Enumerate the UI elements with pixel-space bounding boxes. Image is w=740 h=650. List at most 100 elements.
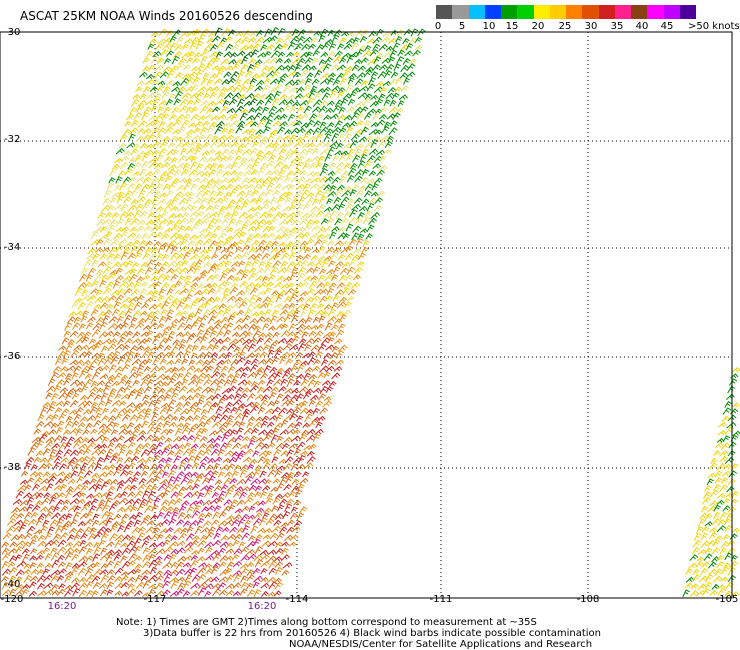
wind-barb [270, 386, 279, 393]
wind-barb [184, 395, 194, 402]
wind-barb [93, 531, 103, 540]
wind-barb [244, 190, 253, 198]
wind-barb [155, 351, 165, 358]
wind-barb [183, 133, 192, 141]
wind-barb [281, 569, 290, 576]
wind-barb [236, 98, 245, 108]
wind-barb [73, 534, 81, 541]
wind-barb [111, 163, 120, 170]
wind-barb [206, 437, 216, 444]
colorbar-tick-label: 45 [660, 21, 674, 32]
wind-barb [156, 85, 165, 93]
wind-barb [85, 581, 94, 589]
wind-barb [63, 429, 71, 436]
wind-barb [139, 93, 148, 100]
wind-barb [151, 218, 162, 225]
wind-barb [227, 533, 236, 541]
wind-barb [128, 273, 138, 282]
wind-barb [145, 188, 156, 197]
wind-barb [168, 113, 177, 121]
wind-barb [195, 232, 206, 240]
wind-barb [45, 392, 53, 400]
wind-barb [163, 65, 172, 73]
wind-barb [86, 441, 97, 450]
wind-barb [21, 548, 30, 555]
wind-barb [231, 470, 239, 478]
wind-barb [227, 267, 237, 274]
wind-barb [81, 289, 89, 297]
wind-barb [93, 419, 102, 428]
wind-barb [36, 590, 47, 597]
wind-barb [99, 553, 110, 561]
lon-label: -114 [285, 594, 309, 605]
wind-barb [130, 288, 140, 297]
wind-barb [216, 163, 225, 170]
wind-barb [29, 575, 39, 582]
wind-barb [116, 506, 126, 513]
wind-barb [343, 133, 352, 143]
wind-barb [252, 500, 261, 507]
wind-barb [714, 477, 723, 484]
wind-barb [296, 127, 306, 134]
wind-barb [70, 379, 80, 387]
wind-barb [238, 350, 246, 358]
wind-barb [250, 525, 259, 534]
wind-barb [275, 64, 285, 72]
wind-barb [289, 534, 299, 541]
wind-barb [306, 72, 314, 79]
wind-barb [366, 202, 375, 212]
wind-barb [137, 128, 146, 134]
wind-barb [296, 323, 306, 331]
wind-barb [228, 98, 238, 106]
wind-barb [234, 245, 243, 254]
wind-barb [92, 513, 100, 521]
wind-barb [265, 450, 273, 458]
wind-barb [35, 450, 44, 457]
wind-barb [190, 155, 198, 163]
wind-barb [67, 338, 76, 345]
wind-barb [149, 443, 157, 450]
wind-barb [100, 481, 109, 491]
wind-barb [195, 359, 204, 366]
wind-barb [312, 99, 323, 108]
wind-barb [166, 121, 175, 128]
wind-barb [256, 507, 265, 513]
wind-barb [206, 505, 216, 512]
wind-barb [229, 120, 240, 128]
wind-barb [234, 176, 242, 183]
wind-barb [158, 121, 166, 128]
wind-barb [113, 513, 122, 520]
wind-barb [186, 334, 195, 344]
wind-barb [246, 561, 255, 568]
wind-barb [724, 525, 733, 533]
wind-barb [268, 391, 277, 400]
wind-barb [333, 55, 343, 64]
wind-barb [172, 80, 181, 87]
wind-barb [72, 440, 82, 449]
wind-barb [315, 421, 323, 429]
wind-barb [237, 379, 248, 386]
wind-barb [192, 76, 201, 85]
wind-barb [163, 573, 173, 582]
wind-barb [244, 237, 253, 246]
wind-barb [220, 316, 229, 324]
wind-barb [256, 337, 264, 345]
wind-barb [274, 541, 283, 549]
wind-barb [334, 99, 343, 108]
wind-barb [227, 343, 237, 351]
wind-barb [152, 356, 161, 366]
wind-barb [182, 520, 192, 527]
wind-barb [189, 567, 198, 576]
wind-barb [367, 108, 377, 114]
wind-barb [217, 65, 226, 71]
wind-barb [208, 430, 218, 437]
wind-barb [175, 331, 184, 337]
wind-barb [709, 462, 718, 470]
wind-barb [269, 513, 278, 520]
wind-barb [305, 219, 315, 227]
wind-barb [150, 105, 158, 113]
wind-barb [297, 29, 307, 37]
wind-barb [232, 442, 242, 450]
wind-barb [167, 498, 177, 507]
wind-barb [110, 407, 119, 414]
